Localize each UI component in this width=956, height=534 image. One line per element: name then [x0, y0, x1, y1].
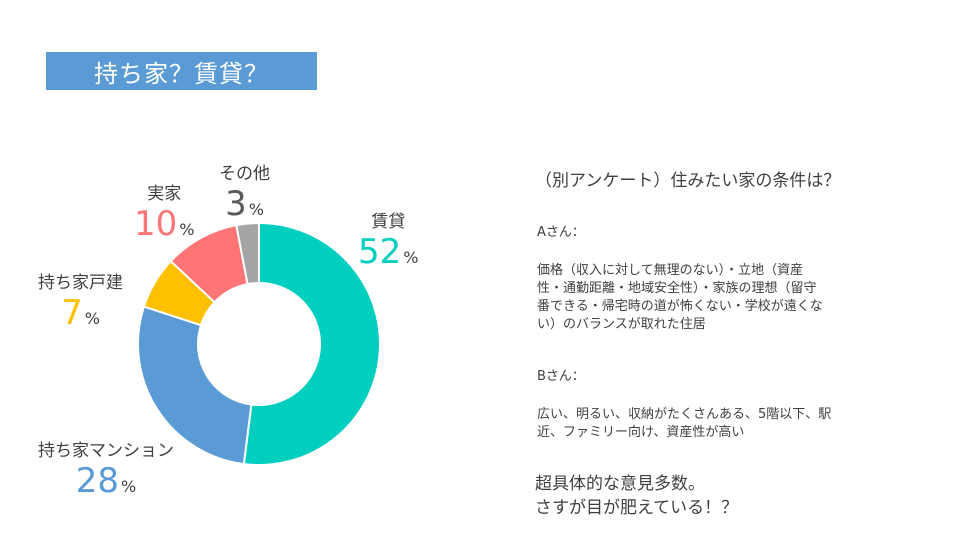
- slice-label-rental: 賃貸 52%: [358, 211, 418, 271]
- slice-value: 52: [358, 232, 402, 272]
- slice-label-condo: 持ち家マンション 28%: [38, 440, 174, 500]
- response-text: 広い、明るい、収納がたくさんある、5階以下、駅 近、ファミリー向け、資産性が高い: [537, 407, 832, 440]
- survey-heading: （別アンケート）住みたい家の条件は？: [535, 171, 841, 191]
- donut-slice-1: [137, 305, 253, 466]
- slice-name: その他: [219, 164, 270, 184]
- slice-value: 3: [225, 184, 247, 224]
- slide-title: 持ち家？賃貸？: [46, 52, 317, 90]
- slice-name: 賃貸: [371, 212, 406, 232]
- donut-slice-4: [235, 221, 260, 286]
- slice-unit: %: [84, 309, 100, 328]
- slice-value: 10: [134, 204, 178, 244]
- slice-value: 28: [75, 461, 120, 501]
- survey-panel: （別アンケート）住みたい家の条件は？ Aさん： 価格（収入に対して無理のない）・…: [535, 170, 915, 520]
- respondent-name: Aさん：: [537, 225, 585, 240]
- slice-label-other: その他 3%: [219, 163, 270, 223]
- slice-unit: %: [248, 200, 264, 219]
- slice-unit: %: [121, 477, 137, 496]
- conclusion-text: 超具体的な意見多数。 さすが目が肥えている！？: [535, 474, 739, 518]
- slice-unit: %: [403, 248, 419, 267]
- response-b: Bさん： 広い、明るい、収納がたくさんある、5階以下、駅 近、ファミリー向け、資…: [537, 350, 915, 442]
- response-a: Aさん： 価格（収入に対して無理のない）・立地（資産 性・通勤距離・地域安全性）…: [537, 206, 915, 334]
- slice-name: 持ち家マンション: [38, 441, 174, 461]
- slice-label-parents: 実家 10%: [134, 183, 194, 243]
- donut-slice-0: [242, 221, 381, 466]
- slice-unit: %: [179, 220, 195, 239]
- slice-name: 実家: [147, 184, 182, 204]
- slice-label-house: 持ち家戸建 7%: [38, 272, 123, 332]
- slice-name: 持ち家戸建: [38, 273, 123, 293]
- slice-value: 7: [61, 293, 83, 333]
- response-text: 価格（収入に対して無理のない）・立地（資産 性・通勤距離・地域安全性）・家族の理…: [537, 263, 823, 332]
- respondent-name: Bさん：: [537, 369, 585, 384]
